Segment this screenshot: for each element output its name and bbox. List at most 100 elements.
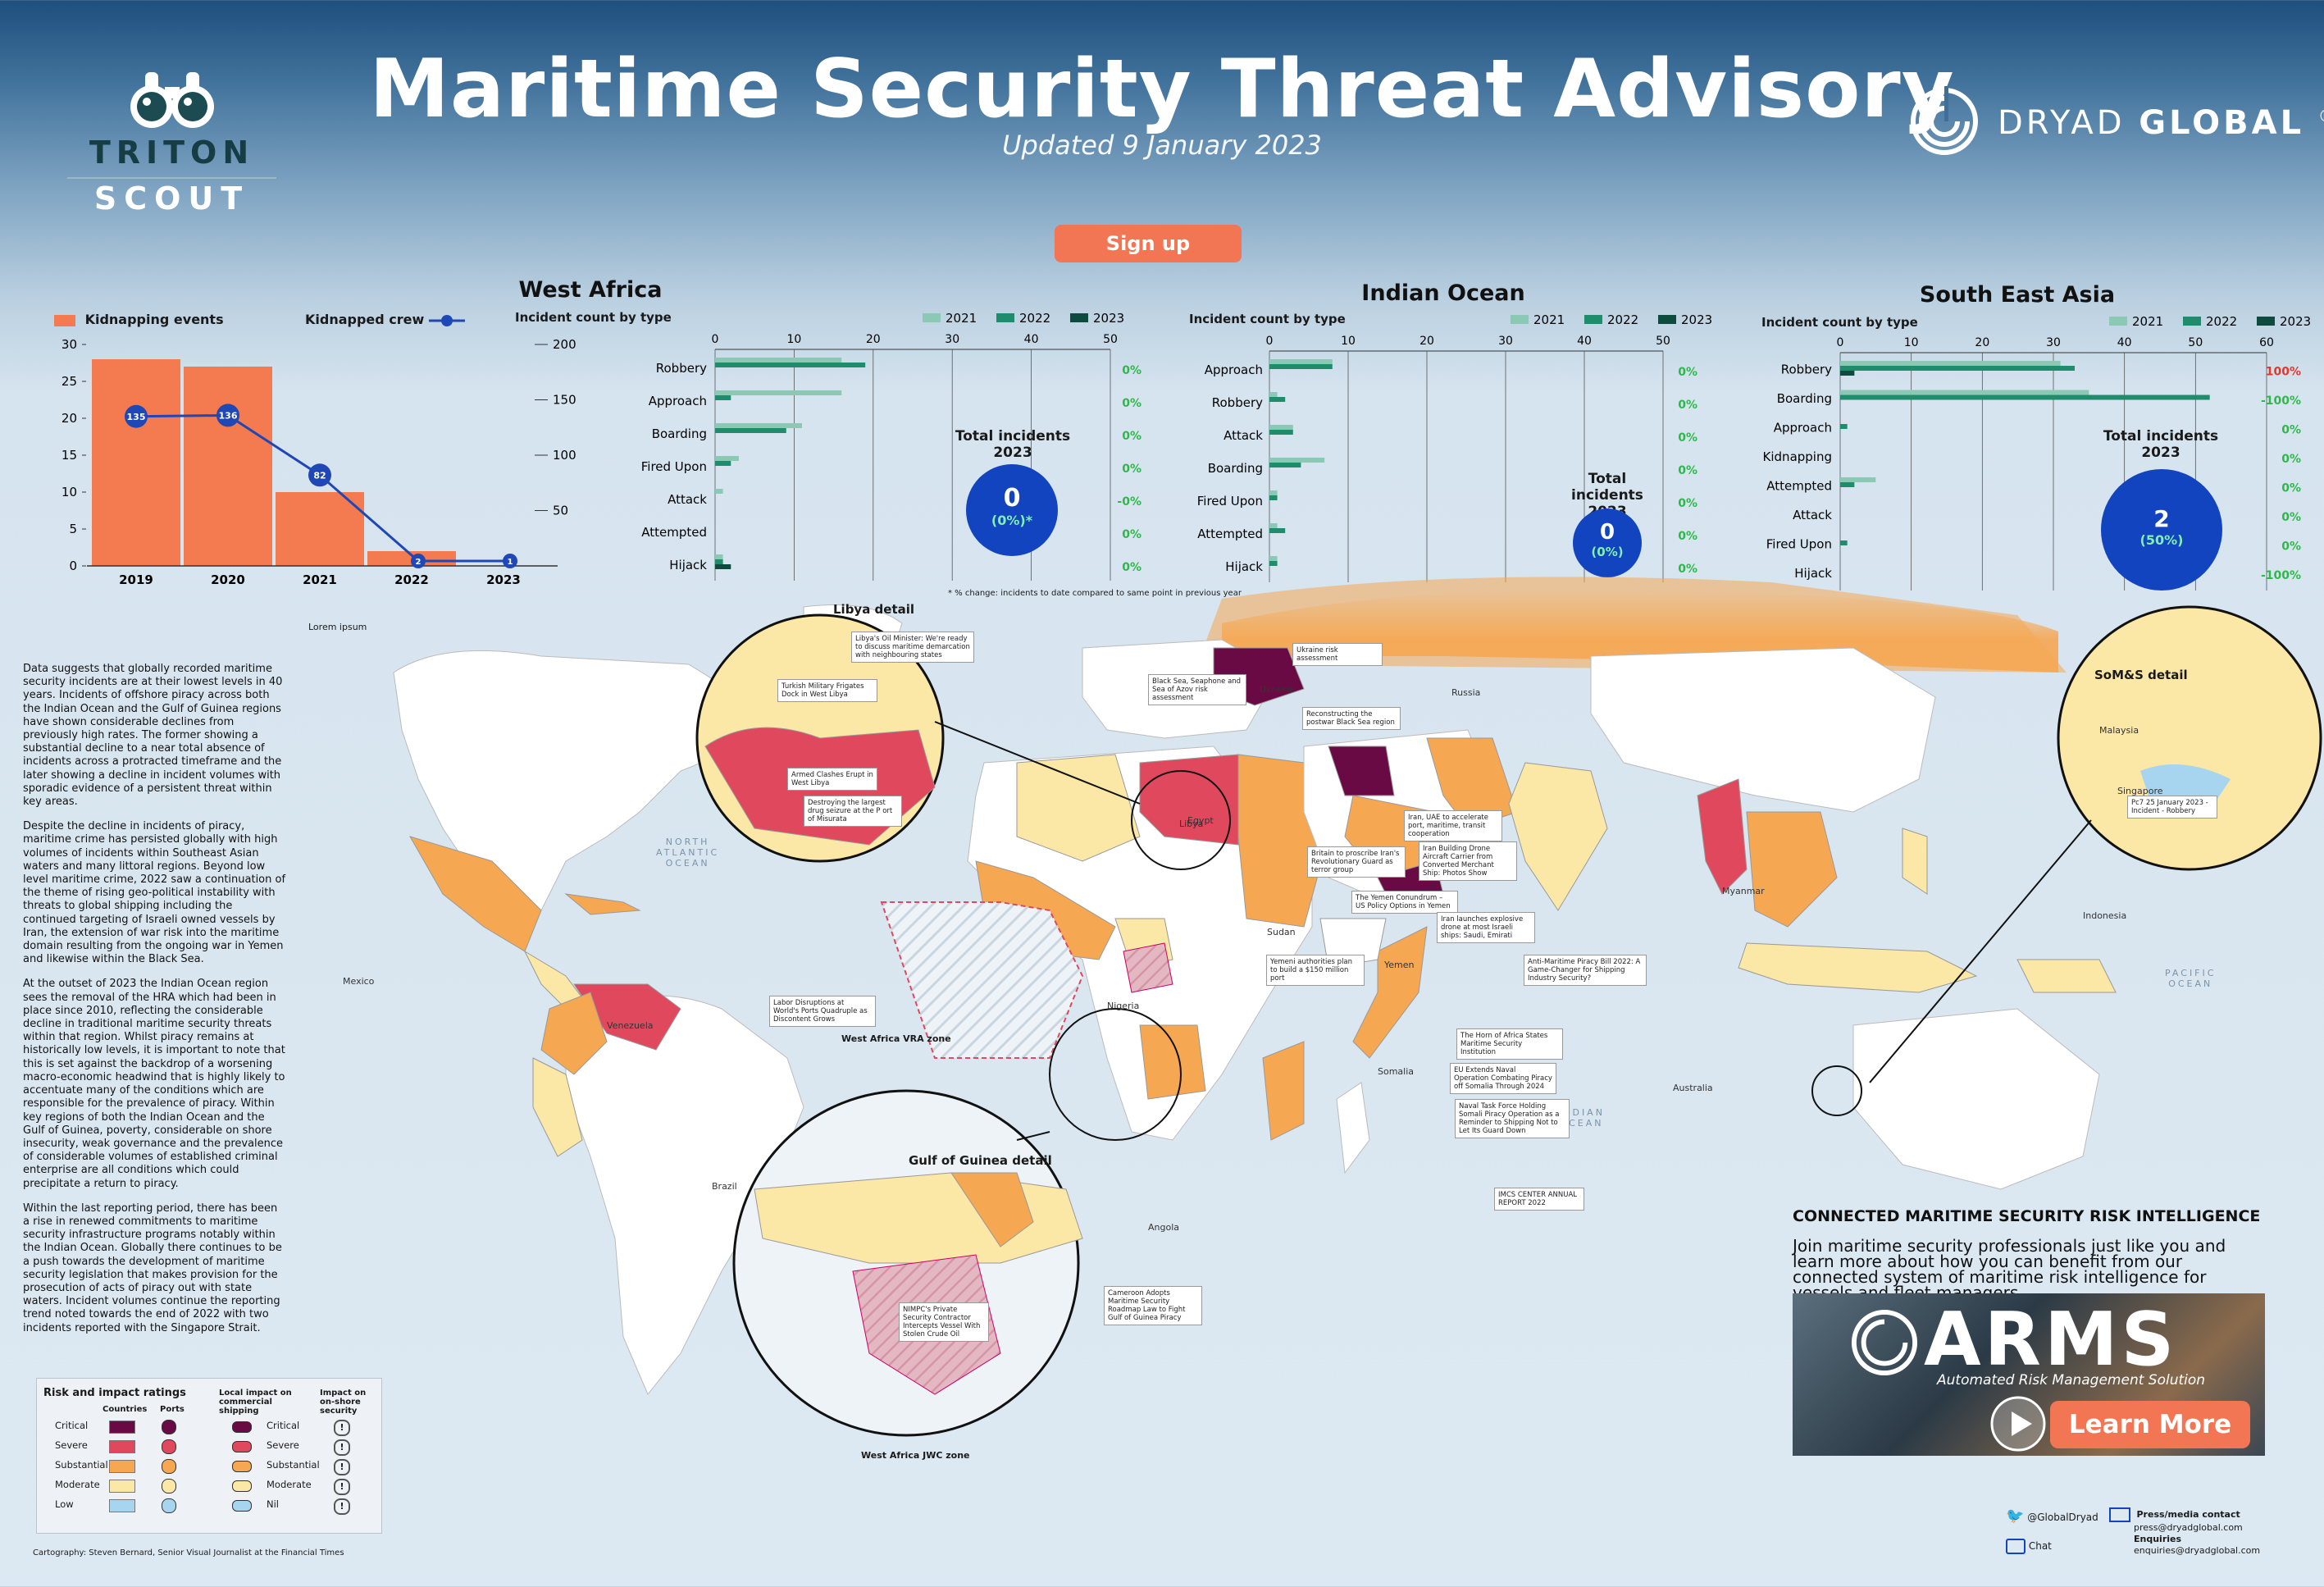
risk-col-ports: Ports	[160, 1405, 185, 1414]
map-news-note[interactable]: Pc7 25 January 2023 - Incident - Robbery	[2127, 796, 2217, 819]
map-news-note[interactable]: The Horn of Africa States Maritime Secur…	[1456, 1028, 1563, 1060]
io-total-change: (0%)	[1591, 545, 1624, 559]
arms-banner[interactable]: ARMS Automated Risk Management Solution	[1793, 1293, 2265, 1456]
risk-level-label: Substantial	[55, 1459, 108, 1471]
chat-icon	[2006, 1539, 2026, 1554]
twitter-link[interactable]: 🐦 @GlobalDryad	[2006, 1507, 2098, 1525]
triton-scout-logo[interactable]: TRITON SCOUT	[59, 66, 285, 217]
risk-col-countries: Countries	[103, 1405, 148, 1414]
chat-label: Chat	[2028, 1540, 2052, 1552]
twitter-handle: @GlobalDryad	[2027, 1512, 2098, 1523]
kidnap-bar	[184, 367, 272, 566]
country-label-egypt: Egypt	[1187, 815, 1214, 826]
press-label: Press/media contact	[2136, 1509, 2240, 1520]
dryad-swirl-icon	[1911, 86, 1978, 155]
australia	[1852, 1008, 2100, 1190]
arms-subtitle: Automated Risk Management Solution	[1937, 1372, 2206, 1389]
map-news-note[interactable]: Iran launches explosive drone at most Is…	[1437, 912, 1535, 943]
onshore-impact-icon: !	[334, 1479, 350, 1495]
kidnapped-crew-point	[216, 404, 239, 427]
country-label-nigeria: Nigeria	[1107, 1001, 1140, 1011]
legend-swatch	[996, 313, 1014, 322]
map-news-note[interactable]: Ukraine risk assessment	[1292, 643, 1383, 666]
risk-country-swatch	[109, 1499, 135, 1512]
kidnap-ytick: 30	[62, 337, 77, 352]
wa-total-label: Total incidents 2023	[955, 428, 1071, 461]
country-label-venezuela: Venezuela	[607, 1020, 654, 1031]
incident-pct-change: 0%	[1678, 530, 1697, 543]
incident-pct-change: 0%	[1122, 430, 1141, 443]
caribbean-islands	[564, 893, 641, 915]
map-news-note[interactable]: Labor Disruptions at World's Ports Quadr…	[769, 996, 876, 1027]
incident-bar	[1840, 424, 1848, 429]
kidnap-xtick: 2022	[394, 572, 429, 587]
map-news-note[interactable]: Armed Clashes Erupt in West Libya	[787, 768, 877, 791]
kidnap-xtick: 2020	[211, 572, 245, 587]
map-news-note[interactable]: Destroying the largest drug seizure at t…	[804, 796, 902, 827]
incident-pct-change: 0%	[1122, 528, 1141, 541]
incident-pct-change: 0%	[1122, 561, 1141, 574]
gulf-guinea-detail-title: Gulf of Guinea detail	[909, 1153, 1052, 1168]
map-news-note[interactable]: EU Extends Naval Operation Combating Pir…	[1450, 1063, 1556, 1094]
map-news-note[interactable]: Cameroon Adopts Maritime Security Roadma…	[1104, 1286, 1202, 1325]
incident-category: Hijack	[1794, 566, 1832, 581]
map-news-note[interactable]: Britain to proscribe Iran's Revolutionar…	[1307, 846, 1406, 878]
legend-swatch	[2183, 317, 2201, 326]
map-news-note[interactable]: Turkish Military Frigates Dock in West L…	[777, 679, 877, 702]
map-news-note[interactable]: Iran, UAE to accelerate port, maritime, …	[1404, 810, 1502, 841]
west-africa-vra-zone	[880, 901, 1084, 1059]
incident-pct-change: 0%	[1678, 464, 1697, 477]
incident-xtick: 20	[1419, 335, 1434, 348]
dryad-global-logo[interactable]: DRYAD GLOBAL ®	[1909, 86, 2324, 160]
kidnapped-crew-label: 135	[127, 412, 146, 422]
incident-xtick: 40	[1577, 335, 1592, 348]
kidnap-ytick: 0	[69, 559, 77, 573]
incident-category: Robbery	[1212, 395, 1263, 410]
country-label-indonesia: Indonesia	[2083, 910, 2127, 921]
map-news-note[interactable]: Libya's Oil Minister: We're ready to dis…	[851, 632, 974, 663]
map-news-note[interactable]: Reconstructing the postwar Black Sea reg…	[1302, 707, 1401, 730]
incident-pct-change: 0%	[1122, 463, 1141, 476]
incident-bar	[1269, 430, 1293, 435]
legend-swatch	[1584, 315, 1602, 324]
incident-xtick: 50	[1656, 335, 1670, 348]
map-news-note[interactable]: Yemeni authorities plan to build a $150 …	[1266, 955, 1365, 986]
incident-pct-change: 0%	[2281, 481, 2301, 495]
wa-total-value: 0	[1003, 484, 1021, 513]
map-news-note[interactable]: Anti-Maritime Piracy Bill 2022: A Game-C…	[1524, 955, 1647, 986]
incident-xtick: 10	[1904, 336, 1919, 349]
anchor-icon	[162, 1439, 176, 1454]
incident-bar	[1840, 366, 2075, 371]
play-icon[interactable]	[1989, 1395, 2047, 1452]
page-title: Maritime Security Threat Advisory	[369, 43, 1955, 136]
map-news-note[interactable]: IMCS CENTER ANNUAL REPORT 2022	[1494, 1188, 1584, 1211]
incident-bar	[715, 395, 731, 400]
risk-level-label: Moderate	[55, 1479, 100, 1490]
incident-category: Approach	[1774, 421, 1832, 436]
incident-bar	[715, 358, 842, 363]
risk-country-swatch	[109, 1480, 135, 1493]
incident-pct-change: 0%	[1678, 431, 1697, 445]
incident-pct-change: 0%	[1678, 563, 1697, 576]
learn-more-button[interactable]: Learn More	[2050, 1401, 2250, 1448]
incident-category: Attempted	[641, 525, 707, 540]
map-news-note[interactable]: Black Sea, Seaphone and Sea of Azov risk…	[1148, 674, 1246, 705]
map-news-note[interactable]: The Yemen Conundrum – US Policy Options …	[1351, 891, 1458, 914]
map-news-note[interactable]: Naval Task Force Holding Somali Piracy O…	[1455, 1099, 1570, 1138]
incident-pct-change: -100%	[2261, 569, 2301, 582]
kidnap-events-legend-label: Kidnapping events	[84, 312, 224, 327]
legend-label: 2023	[1681, 312, 1712, 327]
signup-button[interactable]: Sign up	[1055, 225, 1242, 262]
incident-bar	[1840, 361, 2061, 366]
map-news-note[interactable]: NIMPC's Private Security Contractor Inte…	[899, 1302, 989, 1342]
country-label-myanmar: Myanmar	[1722, 886, 1765, 896]
local-impact-label: Nil	[267, 1498, 279, 1510]
map-news-note[interactable]: Iran Building Drone Aircraft Carrier fro…	[1419, 841, 1517, 881]
press-contact[interactable]: Press/media contact press@dryadglobal.co…	[2109, 1507, 2260, 1557]
chat-link[interactable]: Chat	[2006, 1539, 2052, 1554]
incident-bar	[715, 390, 842, 395]
incident-category: Robbery	[1781, 363, 1832, 377]
io-incident-label: Incident count by type	[1189, 312, 1346, 326]
risk-country-swatch	[109, 1440, 135, 1453]
somalia	[1352, 926, 1428, 1059]
